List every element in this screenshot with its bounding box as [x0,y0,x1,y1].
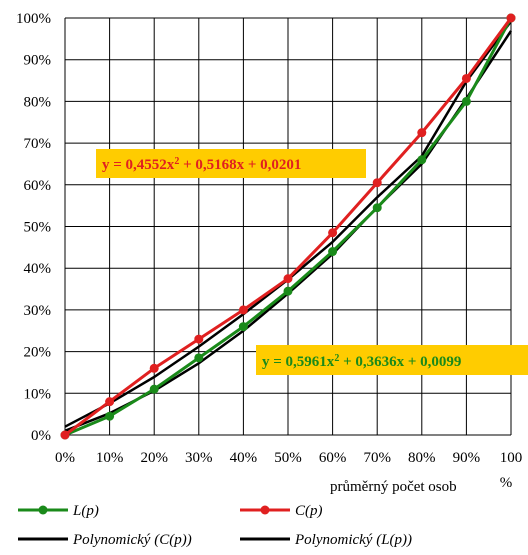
x-tick-label: 10% [96,450,124,466]
y-tick-label: 20% [24,345,52,361]
data-point [372,178,382,188]
data-point [149,363,159,373]
legend-item: C(p) [240,503,323,519]
data-point [328,228,338,238]
legend-marker [38,505,48,515]
data-point [461,96,471,106]
data-point [372,203,382,213]
data-point [60,430,70,440]
equation-green: y = 0,5961x2 + 0,3636x + 0,0099 [262,353,461,371]
x-tick-label: 0% [55,450,75,466]
y-tick-label: 80% [24,94,52,110]
legend-item: Polynomický (C(p)) [18,532,192,548]
legend-label: Polynomický (L(p)) [294,532,412,548]
equation-red: y = 0,4552x2 + 0,5168x + 0,0201 [102,156,301,174]
y-tick-label: 60% [24,178,52,194]
y-tick-label: 90% [24,53,52,69]
x-axis-ticks: 0% 10% 20% 30% 40% 50% 60% 70% 80% 90% 100 [55,450,522,466]
y-tick-label: 100% [16,11,51,27]
data-point [194,353,204,363]
legend-marker [260,505,270,515]
legend: L(p) C(p) Polynomický (C(p)) Polynomický (L… [18,503,412,548]
series-layer [60,13,516,440]
data-point [238,322,248,332]
data-point [105,411,115,421]
data-point [283,286,293,296]
x-tick-label: 20% [140,450,168,466]
data-point [461,73,471,83]
x-axis-label: průměrný počet osob [330,479,457,495]
data-point [238,305,248,315]
y-tick-label: 30% [24,303,52,319]
data-point [149,384,159,394]
equation-annotation-red: y = 0,4552x2 + 0,5168x + 0,0201 [96,149,366,178]
data-point [283,274,293,284]
x-tick-label: 40% [230,450,258,466]
data-point [328,247,338,257]
y-tick-label: 0% [31,428,51,444]
x-tick-label: 50% [274,450,302,466]
x-tick-label: 30% [185,450,213,466]
y-tick-label: 40% [24,261,52,277]
x-tick-label: 80% [408,450,436,466]
data-point [105,397,115,407]
data-point [506,13,516,23]
equation-green-background [256,345,528,375]
legend-item: Polynomický (L(p)) [240,532,412,548]
legend-label: Polynomický (C(p)) [72,532,192,548]
legend-label: C(p) [295,503,323,519]
x-tick-label: 90% [453,450,481,466]
x-tick-label: 100 [500,450,523,466]
data-point [417,155,427,165]
data-point [194,334,204,344]
legend-label: L(p) [72,503,99,519]
y-tick-label: 70% [24,136,52,152]
x-axis-unit: % [500,475,513,491]
legend-item: L(p) [18,503,99,519]
x-tick-label: 60% [319,450,347,466]
y-axis-ticks: 0% 10% 20% 30% 40% 50% 60% 70% 80% 90% 100% [16,11,51,444]
y-tick-label: 50% [24,220,52,236]
equation-red-background [96,149,366,178]
x-tick-label: 70% [363,450,391,466]
y-tick-label: 10% [24,386,52,402]
data-point [417,128,427,138]
equation-annotation-green: y = 0,5961x2 + 0,3636x + 0,0099 [256,345,528,375]
